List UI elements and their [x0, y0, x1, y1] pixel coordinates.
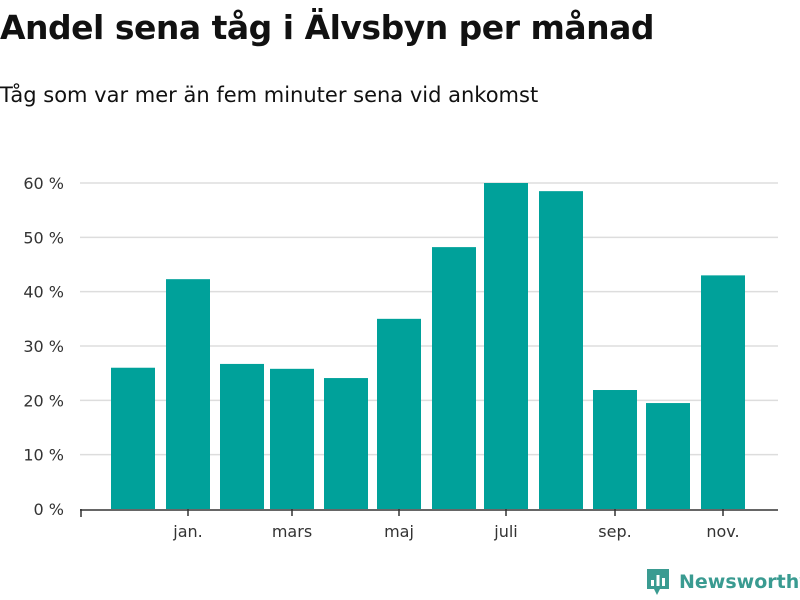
- x-tick-label-nov: nov.: [706, 522, 739, 541]
- y-tick-label-50: 50 %: [23, 228, 64, 247]
- bar-feb[interactable]: [220, 363, 264, 509]
- brand-logo[interactable]: Newsworthy: [645, 567, 800, 597]
- bar-sep[interactable]: [593, 390, 637, 509]
- brand-name: Newsworthy: [679, 571, 800, 593]
- y-tick-label-0: 0 %: [34, 500, 64, 519]
- bar-mars[interactable]: [270, 368, 314, 509]
- bar-okt[interactable]: [646, 403, 690, 509]
- x-tick-label-maj: maj: [384, 522, 414, 541]
- bar-apr[interactable]: [324, 378, 368, 509]
- bar-nov[interactable]: [701, 275, 745, 509]
- x-tick-label-jan: jan.: [172, 522, 202, 541]
- axes: [80, 509, 778, 517]
- x-tick-label-mars: mars: [272, 522, 312, 541]
- y-tick-label-10: 10 %: [23, 446, 64, 465]
- chart-title: Andel sena tåg i Älvsbyn per månad: [0, 8, 655, 47]
- bar-maj[interactable]: [377, 318, 421, 509]
- newsworthy-logo-icon: [647, 569, 669, 595]
- y-tick-label-40: 40 %: [23, 283, 64, 302]
- x-tick-label-sep: sep.: [598, 522, 631, 541]
- bar-juni[interactable]: [432, 247, 476, 509]
- y-tick-label-60: 60 %: [23, 174, 64, 193]
- bars: [111, 183, 745, 509]
- chart-subtitle: Tåg som var mer än fem minuter sena vid …: [0, 83, 539, 107]
- tick-labels: 0 % 10 % 20 % 30 % 40 % 50 % 60 % jan. mars maj ju…: [23, 174, 739, 541]
- bar-juli[interactable]: [484, 183, 528, 509]
- bar-dec[interactable]: [111, 367, 155, 509]
- bar-jan[interactable]: [166, 279, 210, 509]
- x-tick-label-juli: juli: [493, 522, 517, 541]
- y-tick-label-20: 20 %: [23, 391, 64, 410]
- bar-aug[interactable]: [539, 191, 583, 509]
- y-tick-label-30: 30 %: [23, 337, 64, 356]
